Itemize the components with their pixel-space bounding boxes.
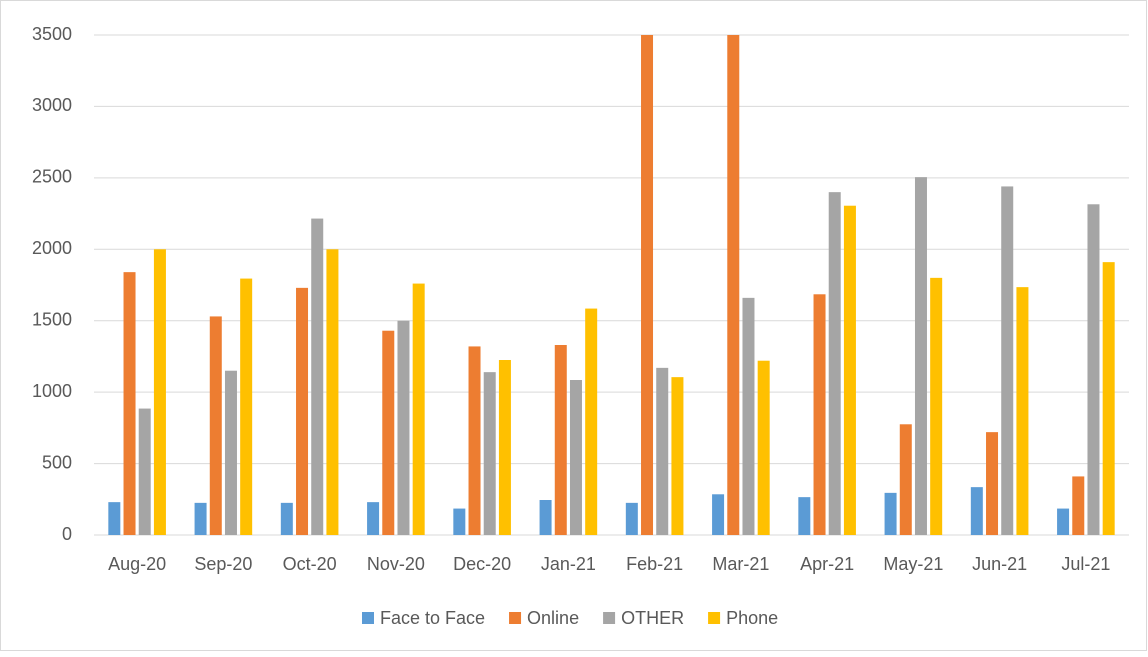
bar	[539, 500, 552, 535]
y-tick-label: 3000	[32, 95, 72, 115]
y-tick-label: 0	[62, 524, 72, 544]
bar	[554, 345, 567, 535]
bar	[656, 367, 669, 535]
bar	[843, 205, 856, 535]
y-tick-label: 3500	[32, 24, 72, 44]
bar	[986, 432, 999, 535]
bar	[671, 377, 684, 535]
bar	[326, 249, 339, 536]
bar	[483, 372, 496, 535]
x-tick-label: May-21	[883, 554, 943, 574]
bar	[884, 492, 897, 535]
bar	[828, 192, 841, 535]
legend-swatch	[362, 612, 374, 624]
bar	[742, 297, 755, 535]
bar	[498, 360, 511, 535]
bar	[585, 308, 598, 535]
bar	[1001, 186, 1014, 535]
x-tick-label: Sep-20	[194, 554, 252, 574]
y-tick-label: 500	[42, 452, 72, 472]
x-tick-label: Oct-20	[283, 554, 337, 574]
bar	[153, 249, 166, 536]
bar	[813, 294, 826, 535]
bar	[569, 380, 582, 535]
bar	[641, 35, 654, 535]
legend-label: OTHER	[621, 608, 684, 628]
bar	[296, 287, 309, 535]
legend-swatch	[708, 612, 721, 624]
x-tick-label: Mar-21	[712, 554, 769, 574]
x-tick-label: Dec-20	[453, 554, 511, 574]
x-tick-label: Nov-20	[367, 554, 425, 574]
y-tick-label: 2500	[32, 167, 72, 187]
bar	[798, 497, 811, 535]
x-tick-label: Jun-21	[972, 554, 1027, 574]
bar	[224, 370, 237, 535]
bar	[712, 494, 725, 535]
x-tick-label: Feb-21	[626, 554, 683, 574]
bar	[1072, 476, 1085, 535]
bar	[1016, 287, 1029, 535]
bar	[280, 502, 293, 535]
bar	[397, 320, 410, 535]
x-tick-label: Apr-21	[800, 554, 854, 574]
bar	[453, 508, 466, 535]
y-tick-label: 1500	[32, 309, 72, 329]
bar	[194, 502, 207, 535]
y-tick-label: 1000	[32, 381, 72, 401]
x-tick-label: Jan-21	[541, 554, 596, 574]
bar	[625, 502, 638, 535]
bar	[1057, 508, 1070, 535]
bar	[727, 35, 740, 535]
legend-label: Face to Face	[380, 608, 485, 628]
bar	[311, 218, 324, 536]
x-tick-label: Aug-20	[108, 554, 166, 574]
bar	[367, 502, 380, 535]
bar	[899, 424, 912, 535]
bar	[382, 330, 395, 535]
bar	[412, 283, 425, 535]
bar	[240, 278, 253, 535]
bar	[757, 360, 770, 535]
legend-label: Phone	[726, 608, 778, 628]
bar	[930, 277, 943, 535]
bar	[914, 177, 927, 535]
y-tick-label: 2000	[32, 238, 72, 258]
bar	[1087, 204, 1100, 536]
bar	[468, 346, 481, 535]
bar	[123, 272, 136, 535]
legend-swatch	[603, 612, 616, 624]
bar	[970, 487, 983, 535]
bar	[108, 502, 121, 535]
bar	[209, 316, 222, 535]
legend-label: Online	[527, 608, 579, 628]
x-tick-label: Jul-21	[1061, 554, 1110, 574]
bar	[1102, 262, 1115, 535]
bar	[138, 408, 151, 535]
legend-swatch	[509, 612, 522, 624]
